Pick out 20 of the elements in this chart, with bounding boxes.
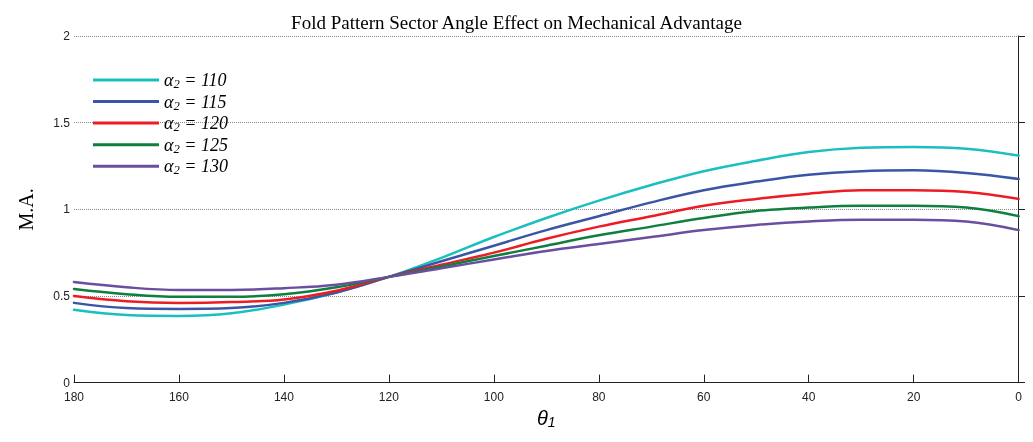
y-tick-label: 0.5	[53, 288, 71, 303]
x-tick-label: 140	[273, 389, 295, 404]
x-tick-label: 120	[378, 389, 400, 404]
x-tick-label: 0	[1015, 389, 1023, 404]
x-tick-label: 80	[592, 389, 606, 404]
line-series	[72, 204, 1020, 299]
y-tick-label: 0	[63, 375, 71, 390]
y-tick-label: 1	[63, 202, 71, 217]
line-series	[72, 218, 1020, 292]
x-tick-label: 60	[697, 389, 711, 404]
x-tick-label: 40	[802, 389, 816, 404]
y-axis-title: M.A.	[15, 188, 37, 231]
line-series	[72, 188, 1020, 305]
x-tick-label: 180	[63, 389, 85, 404]
chart-title: Fold Pattern Sector Angle Effect on Mechanical Advantage	[291, 12, 742, 33]
y-tick-label: 1.5	[53, 115, 71, 130]
x-tick-label: 160	[168, 389, 190, 404]
x-tick-label: 20	[907, 389, 921, 404]
y-tick-label: 2	[63, 29, 71, 43]
x-tick-label: 100	[483, 389, 505, 404]
